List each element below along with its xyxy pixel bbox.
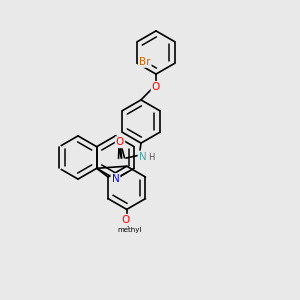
Text: H: H xyxy=(148,153,154,162)
Text: N: N xyxy=(112,174,119,184)
Text: O: O xyxy=(116,137,124,147)
Text: O: O xyxy=(152,82,160,93)
Text: methyl: methyl xyxy=(117,227,142,233)
Text: O: O xyxy=(121,215,129,225)
Text: O: O xyxy=(152,82,160,92)
Text: Br: Br xyxy=(139,57,151,67)
Text: N: N xyxy=(139,152,146,162)
